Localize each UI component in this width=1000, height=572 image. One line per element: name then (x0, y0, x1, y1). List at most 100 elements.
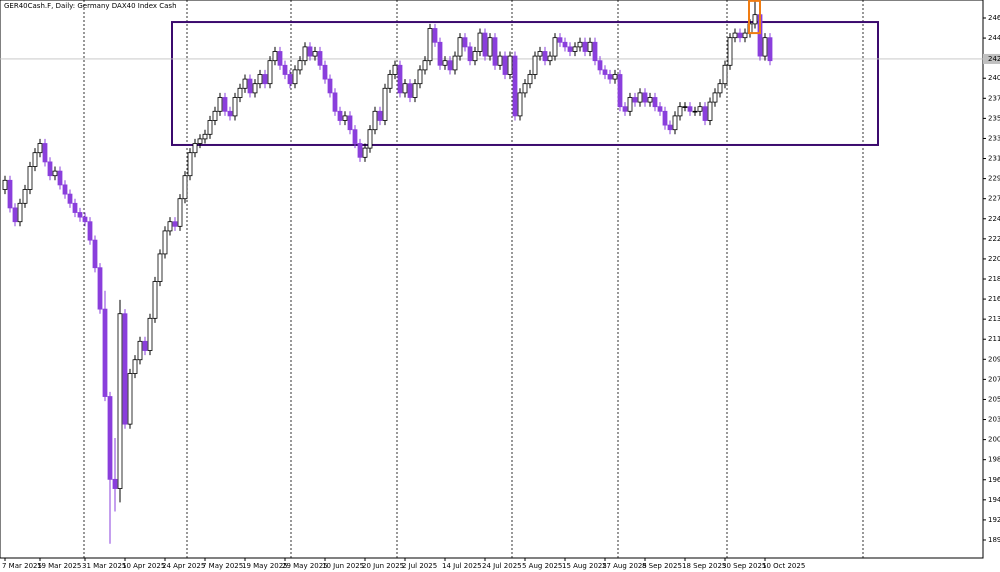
candle-body (167, 221, 173, 232)
candle-body (102, 308, 108, 397)
candle-body (467, 46, 473, 62)
candle-body (652, 97, 658, 108)
y-tick-label: 22263.83 (988, 235, 1000, 243)
candle-body (247, 78, 253, 94)
plot-frame (0, 0, 984, 559)
candle-body (387, 74, 393, 89)
y-tick-label: 20081.93 (988, 436, 1000, 444)
candle-body (52, 170, 58, 177)
candle-body (92, 239, 98, 269)
x-tick-label: 29 May 2025 (282, 562, 328, 570)
candle-body (262, 74, 268, 85)
y-tick-label: 21172.88 (988, 335, 1000, 343)
candle-body (242, 78, 248, 89)
candle-body (582, 41, 588, 52)
candle-body (567, 46, 573, 52)
candle-body (452, 55, 458, 71)
candle-body (287, 74, 293, 85)
y-tick-label: 22045.64 (988, 255, 1000, 263)
candle-body (482, 32, 488, 57)
candle-body (327, 78, 333, 94)
candle-body (77, 212, 83, 218)
candle-body (527, 74, 533, 85)
candle-body (37, 143, 43, 154)
candle-body (192, 143, 198, 154)
candle-body (377, 110, 383, 121)
candle-body (172, 221, 178, 227)
candle-body (487, 37, 493, 57)
candle-body (342, 115, 348, 121)
candle-body (557, 37, 563, 43)
x-tick-label: 19 Mar 2025 (37, 562, 81, 570)
candle-body (612, 74, 618, 80)
candle-body (417, 69, 423, 85)
candle-body (282, 64, 288, 75)
candle-body (577, 41, 583, 48)
candle-body (702, 106, 708, 121)
candle-body (97, 267, 103, 310)
candle-body (602, 69, 608, 75)
y-tick-label: 19863.74 (988, 456, 1000, 464)
candle-body (7, 179, 13, 209)
candle-body (202, 133, 208, 140)
candle-body (227, 110, 233, 117)
candle-body (292, 69, 298, 85)
candle-body (592, 41, 598, 62)
candle-body (177, 198, 183, 227)
x-tick-label: 7 May 2025 (202, 562, 243, 570)
candle-body (182, 175, 188, 200)
candle-body (707, 101, 713, 121)
candle-body (597, 60, 603, 71)
y-tick-label: 23791.16 (988, 94, 1000, 102)
x-tick-label: 27 Aug 2025 (602, 562, 647, 570)
candle-body (277, 51, 283, 66)
candle-body (472, 51, 478, 62)
candle-body (22, 189, 28, 204)
candle-body (547, 55, 553, 62)
x-tick-label: 19 May 2025 (242, 562, 288, 570)
candle-body (677, 106, 683, 117)
candle-body (727, 37, 733, 66)
y-tick-label: 24663.92 (988, 14, 1000, 22)
candle-body (12, 207, 18, 223)
candle-body (187, 152, 193, 177)
candle-body (362, 147, 368, 158)
candle-body (397, 64, 403, 94)
candle-body (57, 170, 63, 186)
y-tick-label: 22700.21 (988, 195, 1000, 203)
x-tick-label: 10 Apr 2025 (122, 562, 165, 570)
candle-body (332, 92, 338, 112)
candle-body (367, 129, 373, 149)
candle-body (507, 55, 513, 75)
candle-body (142, 340, 148, 351)
y-tick-label: 20300.12 (988, 416, 1000, 424)
candle-body (67, 193, 73, 204)
candle-body (647, 97, 653, 103)
candle-body (82, 216, 88, 223)
x-tick-label: 31 Mar 2025 (82, 562, 126, 570)
y-tick-label: 22482.02 (988, 215, 1000, 223)
candle-body (737, 32, 743, 39)
candle-body (357, 143, 363, 158)
x-tick-label: 2 Jul 2025 (402, 562, 437, 570)
candle-body (762, 37, 768, 57)
candle-body (477, 32, 483, 52)
y-tick-label: 21609.26 (988, 295, 1000, 303)
y-tick-label: 21391.07 (988, 315, 1000, 323)
candle-body (317, 51, 323, 66)
candle-body (347, 115, 353, 131)
candle-body (137, 340, 143, 361)
candle-body (337, 110, 343, 121)
candle-body (767, 37, 773, 62)
candle-body (437, 41, 443, 66)
candle-body (572, 46, 578, 52)
candle-body (72, 202, 78, 213)
y-tick-label: 20954.69 (988, 355, 1000, 363)
x-tick-label: 20 Jun 2025 (362, 562, 404, 570)
x-tick-label: 5 Aug 2025 (522, 562, 562, 570)
candle-body (217, 97, 223, 112)
candle-body (462, 37, 468, 48)
candle-body (442, 60, 448, 66)
candle-body (212, 110, 218, 121)
